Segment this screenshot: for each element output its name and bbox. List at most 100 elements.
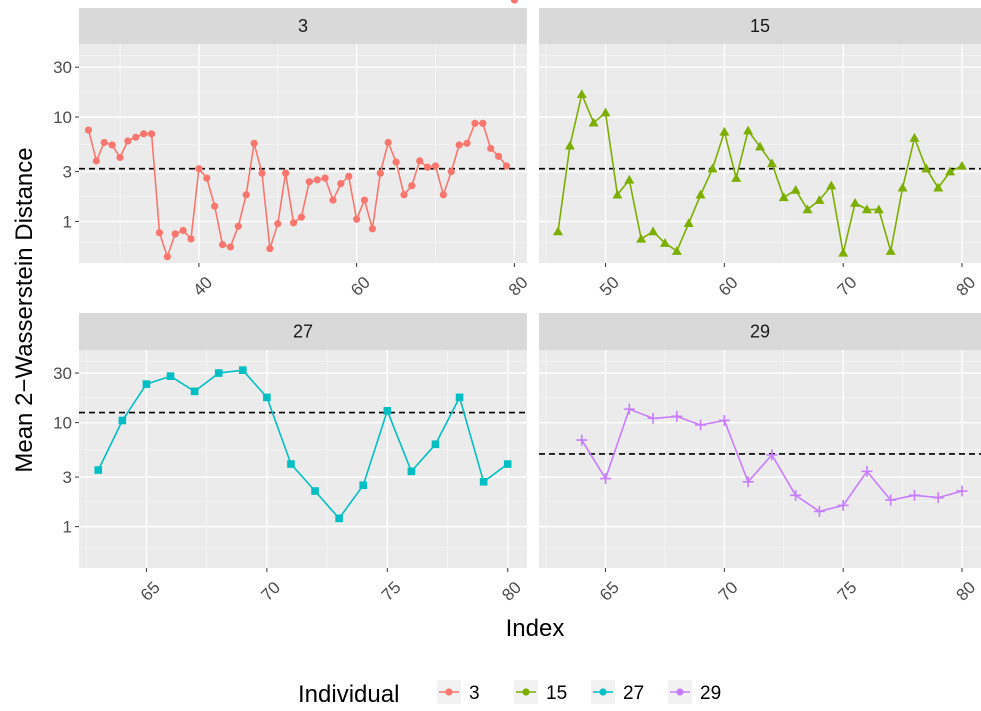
facet-strip-label: 15 bbox=[750, 16, 770, 36]
data-point bbox=[392, 158, 400, 166]
data-point bbox=[92, 157, 100, 165]
data-point bbox=[353, 215, 361, 223]
data-point bbox=[166, 372, 175, 380]
data-point bbox=[826, 180, 837, 190]
data-point bbox=[909, 132, 920, 142]
data-point bbox=[359, 481, 368, 490]
x-tick-label: 65 bbox=[596, 578, 623, 605]
data-point bbox=[742, 476, 754, 488]
x-tick-label: 80 bbox=[952, 273, 979, 300]
data-point bbox=[297, 213, 306, 221]
data-point bbox=[838, 247, 849, 257]
data-point bbox=[564, 140, 575, 150]
data-point bbox=[424, 163, 432, 171]
data-point bbox=[439, 191, 447, 199]
x-tick-label: 80 bbox=[505, 273, 532, 300]
data-point bbox=[360, 196, 369, 204]
x-tick-label: 75 bbox=[834, 578, 861, 605]
data-point bbox=[329, 196, 337, 204]
data-point bbox=[408, 182, 416, 190]
data-point bbox=[195, 165, 203, 173]
data-point bbox=[636, 233, 647, 243]
y-tick-label: 3 bbox=[63, 163, 72, 182]
data-point bbox=[337, 180, 345, 188]
x-tick-label: 70 bbox=[715, 578, 742, 605]
data-point bbox=[600, 107, 611, 117]
data-point bbox=[778, 192, 789, 202]
data-point bbox=[94, 466, 103, 474]
data-point bbox=[956, 160, 967, 170]
panel-29: 29 65 70 75 80 bbox=[539, 313, 981, 605]
legend-key-point bbox=[599, 688, 607, 696]
panel-27: 27 1 3 10 30 65 70 75 80 bbox=[53, 313, 527, 605]
data-point bbox=[84, 126, 93, 134]
data-point bbox=[376, 169, 384, 177]
data-point bbox=[588, 117, 599, 127]
data-point bbox=[956, 485, 968, 497]
data-point bbox=[873, 204, 884, 214]
data-point bbox=[250, 139, 258, 147]
legend-title: Individual bbox=[298, 681, 399, 708]
data-point bbox=[179, 226, 187, 235]
legend-label: 27 bbox=[623, 683, 644, 704]
data-point bbox=[400, 191, 408, 199]
data-point bbox=[479, 119, 487, 127]
data-point bbox=[190, 387, 199, 396]
series-line-3 bbox=[87, 122, 508, 258]
legend-key-point bbox=[522, 688, 530, 696]
x-tick-label: 80 bbox=[952, 578, 979, 605]
panel-15: 15 50 60 70 80 bbox=[539, 8, 981, 300]
data-point bbox=[683, 218, 694, 228]
x-tick-label: 80 bbox=[498, 578, 525, 605]
data-point bbox=[226, 243, 235, 251]
data-point bbox=[790, 185, 801, 194]
data-point bbox=[813, 505, 825, 517]
legend-item-27: 27 bbox=[591, 680, 644, 704]
panel-3: 3 1 3 10 30 40 60 80 bbox=[53, 0, 532, 300]
legend-key-point bbox=[676, 688, 684, 696]
y-tick-label: 1 bbox=[63, 212, 72, 231]
data-point bbox=[234, 222, 242, 230]
legend: Individual 3 15 27 29 bbox=[298, 680, 721, 708]
data-point bbox=[407, 467, 416, 476]
data-point bbox=[384, 138, 392, 147]
data-point bbox=[576, 89, 587, 99]
data-point bbox=[897, 182, 908, 192]
legend-key-point bbox=[445, 688, 453, 696]
data-point bbox=[707, 163, 718, 173]
data-point bbox=[242, 191, 250, 199]
x-tick-label: 75 bbox=[378, 578, 405, 605]
data-point bbox=[274, 220, 282, 228]
data-point bbox=[885, 246, 896, 255]
data-point bbox=[612, 189, 623, 199]
data-point bbox=[163, 253, 171, 261]
data-point bbox=[431, 440, 440, 449]
facet-strip-label: 3 bbox=[298, 16, 308, 36]
data-point bbox=[553, 226, 564, 236]
data-point bbox=[455, 141, 463, 149]
legend-item-3: 3 bbox=[437, 680, 480, 704]
facet-strip-label: 29 bbox=[750, 322, 770, 342]
data-point bbox=[510, 0, 518, 4]
data-point bbox=[802, 204, 813, 214]
data-point bbox=[671, 410, 683, 422]
data-point bbox=[837, 499, 849, 511]
legend-item-15: 15 bbox=[514, 680, 567, 704]
data-point bbox=[140, 130, 148, 138]
legend-label: 3 bbox=[469, 683, 480, 704]
data-point bbox=[671, 246, 682, 255]
data-point bbox=[624, 174, 635, 184]
data-point bbox=[368, 225, 377, 233]
facet-strip bbox=[79, 8, 527, 44]
data-point bbox=[100, 138, 108, 147]
panel-background bbox=[79, 44, 527, 263]
data-point bbox=[503, 460, 512, 468]
legend-item-29: 29 bbox=[668, 680, 721, 704]
y-axis-title: Mean 2−Wasserstein Distance bbox=[11, 147, 38, 472]
data-point bbox=[214, 369, 223, 377]
data-point bbox=[218, 241, 227, 249]
data-point bbox=[258, 169, 266, 177]
x-tick-label: 60 bbox=[715, 273, 742, 300]
data-point bbox=[238, 366, 247, 374]
data-point bbox=[289, 219, 298, 227]
